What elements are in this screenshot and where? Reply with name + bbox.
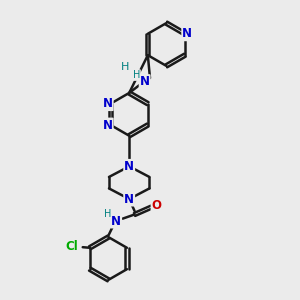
Text: N: N — [111, 214, 121, 227]
Text: H: H — [133, 70, 140, 80]
Text: N: N — [182, 27, 192, 40]
Text: Cl: Cl — [66, 240, 78, 253]
Text: H: H — [121, 62, 129, 72]
Text: O: O — [152, 199, 161, 212]
Text: N: N — [103, 97, 113, 110]
Text: N: N — [140, 75, 150, 88]
Text: N: N — [124, 193, 134, 206]
Text: N: N — [124, 160, 134, 173]
Text: H: H — [103, 209, 111, 220]
Text: N: N — [103, 118, 113, 131]
